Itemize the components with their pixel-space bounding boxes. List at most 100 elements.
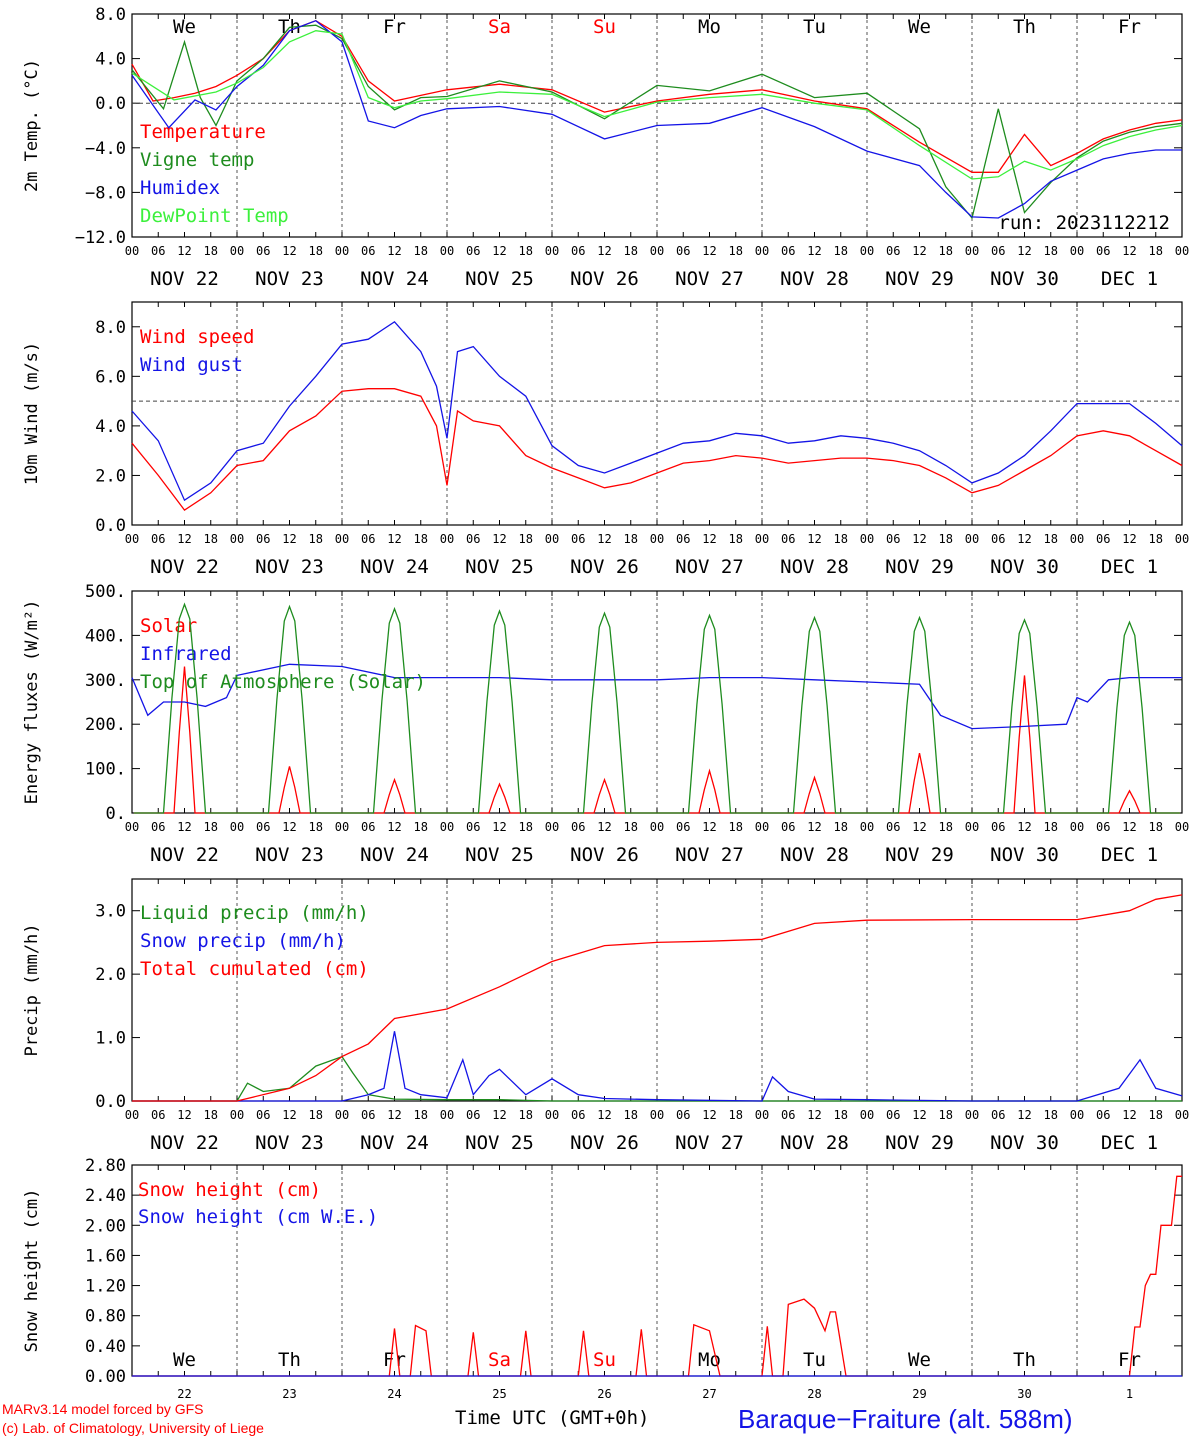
hour-tick-label: 12 xyxy=(387,820,401,834)
y-tick-label: 2.0 xyxy=(95,466,126,486)
date-label: NOV 26 xyxy=(570,844,639,866)
hour-tick-label: 06 xyxy=(361,244,375,258)
hour-tick-label: 00 xyxy=(965,820,979,834)
date-label: NOV 25 xyxy=(465,1132,534,1154)
hour-tick-label: 00 xyxy=(860,532,874,546)
day-number-label: 26 xyxy=(597,1387,611,1401)
date-label: DEC 1 xyxy=(1101,844,1158,866)
hour-tick-label: 06 xyxy=(991,1108,1005,1122)
weekday-label: We xyxy=(908,16,931,38)
y-tick-label: 1.60 xyxy=(85,1246,126,1266)
hour-tick-label: 18 xyxy=(204,820,218,834)
y-tick-label: 0.40 xyxy=(85,1337,126,1357)
hour-tick-label: 00 xyxy=(650,532,664,546)
panel-3: 500. 400. 300. 200. 100. 0. Energy fluxes (W/m… xyxy=(22,582,1189,866)
hour-tick-label: 06 xyxy=(1096,1108,1110,1122)
hour-tick-label: 06 xyxy=(886,532,900,546)
hour-tick-label: 12 xyxy=(177,244,191,258)
hour-tick-label: 18 xyxy=(729,532,743,546)
date-label: NOV 28 xyxy=(780,844,849,866)
y-tick-label: 3.0 xyxy=(95,902,126,922)
legend-entry: Snow height (cm) xyxy=(138,1179,321,1201)
hour-tick-label: 12 xyxy=(702,532,716,546)
series-line-temperature xyxy=(131,19,1183,173)
hour-tick-label: 12 xyxy=(597,244,611,258)
y-tick-label: −8.0 xyxy=(85,183,126,203)
y-tick-label: 8.0 xyxy=(95,5,126,25)
hour-tick-label: 18 xyxy=(414,532,428,546)
hour-tick-label: 06 xyxy=(676,532,690,546)
date-label: NOV 28 xyxy=(780,268,849,290)
y-axis-label: Energy fluxes (W/m²) xyxy=(22,600,42,805)
hour-tick-label: 18 xyxy=(309,532,323,546)
date-label: NOV 24 xyxy=(360,268,429,290)
hour-tick-label: 00 xyxy=(230,1108,244,1122)
hour-tick-label: 18 xyxy=(414,244,428,258)
y-tick-label: 1.0 xyxy=(95,1029,126,1049)
y-tick-label: 500. xyxy=(85,582,126,602)
date-label: NOV 23 xyxy=(255,556,324,578)
weekday-label: Tu xyxy=(803,1349,826,1371)
hour-tick-label: 06 xyxy=(886,820,900,834)
hour-tick-label: 06 xyxy=(676,244,690,258)
legend-entry: Wind speed xyxy=(140,326,254,348)
hour-tick-label: 18 xyxy=(939,244,953,258)
date-label: NOV 27 xyxy=(675,268,744,290)
hour-tick-label: 00 xyxy=(1175,820,1189,834)
legend-entry: Wind gust xyxy=(140,354,243,376)
day-number-label: 28 xyxy=(807,1387,821,1401)
hour-tick-label: 18 xyxy=(1044,1108,1058,1122)
weekday-label: Fr xyxy=(1118,16,1141,38)
day-number-label: 24 xyxy=(387,1387,401,1401)
day-number-label: 29 xyxy=(912,1387,926,1401)
weekday-label: Fr xyxy=(383,16,406,38)
date-label: NOV 26 xyxy=(570,1132,639,1154)
date-label: NOV 22 xyxy=(150,844,219,866)
hour-tick-label: 12 xyxy=(177,1108,191,1122)
legend-entry: DewPoint Temp xyxy=(140,205,289,227)
hour-tick-label: 18 xyxy=(519,1108,533,1122)
date-label: NOV 22 xyxy=(150,1132,219,1154)
weekday-label: Tu xyxy=(803,16,826,38)
hour-tick-label: 06 xyxy=(466,532,480,546)
hour-tick-label: 12 xyxy=(282,820,296,834)
hour-tick-label: 06 xyxy=(991,244,1005,258)
y-tick-label: 6.0 xyxy=(95,367,126,387)
weekday-label: We xyxy=(173,1349,196,1371)
date-label: DEC 1 xyxy=(1101,556,1158,578)
hour-tick-label: 12 xyxy=(1122,244,1136,258)
hour-tick-label: 12 xyxy=(1122,532,1136,546)
y-tick-label: 8.0 xyxy=(95,318,126,338)
hour-tick-label: 06 xyxy=(361,1108,375,1122)
hour-tick-label: 12 xyxy=(912,244,926,258)
y-tick-label: 0.0 xyxy=(95,94,126,114)
hour-tick-label: 12 xyxy=(282,244,296,258)
y-tick-label: 2.00 xyxy=(85,1216,126,1236)
weekday-label: Fr xyxy=(383,1349,406,1371)
hour-tick-label: 18 xyxy=(414,1108,428,1122)
date-label: NOV 30 xyxy=(990,556,1059,578)
date-label: NOV 27 xyxy=(675,556,744,578)
hour-tick-label: 12 xyxy=(492,532,506,546)
hour-tick-label: 18 xyxy=(939,820,953,834)
hour-tick-label: 00 xyxy=(125,532,139,546)
hour-tick-label: 00 xyxy=(545,820,559,834)
series-line-dewpoint-temp xyxy=(131,30,1183,180)
hour-tick-label: 00 xyxy=(650,820,664,834)
hour-tick-label: 18 xyxy=(624,244,638,258)
date-label: NOV 27 xyxy=(675,1132,744,1154)
x-axis-label: Time UTC (GMT+0h) xyxy=(455,1407,649,1429)
series-line-humidex xyxy=(131,19,1182,219)
hour-tick-label: 00 xyxy=(860,1108,874,1122)
hour-tick-label: 18 xyxy=(834,532,848,546)
hour-tick-label: 06 xyxy=(676,1108,690,1122)
hour-tick-label: 12 xyxy=(807,532,821,546)
hour-tick-label: 18 xyxy=(204,532,218,546)
hour-tick-label: 18 xyxy=(624,820,638,834)
hour-tick-label: 06 xyxy=(1096,820,1110,834)
hour-tick-label: 06 xyxy=(466,820,480,834)
weekday-label: We xyxy=(908,1349,931,1371)
panel-4: 3.0 2.0 1.0 0.0 Precip (mm/h) 00 06 12 18 00 06 12 1… xyxy=(22,878,1189,1154)
hour-tick-label: 06 xyxy=(1096,532,1110,546)
